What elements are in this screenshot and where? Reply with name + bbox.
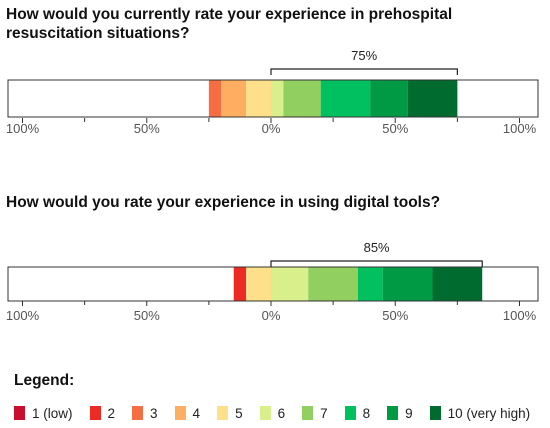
legend-label: 3 <box>150 405 158 421</box>
legend-item: 4 <box>174 405 201 421</box>
chart-1-title: How would you currently rate your experi… <box>6 6 453 42</box>
chart-2-tick-label: 50% <box>134 308 160 323</box>
legend-swatch <box>429 406 441 420</box>
legend-item: 8 <box>344 405 371 421</box>
charts-canvas: 100% 50% 0% 50% 100% 75% 100% 50% 0% 50% 100% 85% <box>6 48 539 323</box>
legend-swatch <box>217 406 229 420</box>
chart-2-title: How would you rate your experience in us… <box>6 194 441 211</box>
legend-label: 1 (low) <box>32 405 73 421</box>
legend-title: Legend: <box>14 372 75 389</box>
legend-label: 6 <box>277 405 286 421</box>
legend-item: 3 <box>132 406 158 421</box>
legend-item: 7 <box>302 406 328 421</box>
chart-2-bracket <box>270 260 483 267</box>
chart-2-segment-10veryhigh <box>432 267 483 301</box>
chart-2-tick-label: 0% <box>262 308 281 323</box>
chart-2-segment-2 <box>233 267 247 301</box>
legend: 1 (low) 2 3 4 5 6 7 8 9 10 (very high) <box>14 403 530 423</box>
legend-label: 5 <box>235 405 243 421</box>
legend-item: 1 (low) <box>14 406 73 421</box>
chart-2-tick-label: 50% <box>382 308 408 323</box>
chart-2-segment-7 <box>308 267 358 301</box>
chart-1-segment-7 <box>283 80 321 117</box>
chart-1-tick-label: 100% <box>6 121 40 136</box>
chart-1-segment-9 <box>370 80 408 117</box>
legend-swatch <box>344 406 356 420</box>
chart-1-segment-4 <box>221 80 247 117</box>
chart-2-tick-label: 100% <box>503 308 537 323</box>
chart-2-segment-6 <box>271 267 309 301</box>
legend-label: 8 <box>362 405 371 421</box>
chart-2-segment-8 <box>357 267 383 301</box>
legend-swatch <box>302 406 314 420</box>
legend-item: 9 <box>387 406 413 421</box>
legend-label: 9 <box>405 405 413 421</box>
chart-2-tick-label: 100% <box>6 308 40 323</box>
chart-1-bracket <box>270 68 458 75</box>
legend-item: 6 <box>259 405 286 421</box>
chart-1-segment-10veryhigh <box>407 80 458 117</box>
legend-swatch <box>132 406 144 420</box>
chart-1-segment-3 <box>208 80 222 117</box>
legend-item: 2 <box>89 405 116 421</box>
chart-1-bracket-label: 75% <box>351 48 377 63</box>
chart-1-segment-5 <box>246 80 271 117</box>
chart-1-segment-6 <box>271 80 284 117</box>
chart-2-segment-5 <box>246 267 271 301</box>
legend-swatch <box>174 406 186 420</box>
legend-label: 7 <box>320 405 328 421</box>
legend-item: 5 <box>217 406 243 421</box>
chart-1-tick-label: 100% <box>503 121 537 136</box>
legend-label: 2 <box>107 405 116 421</box>
legend-item: 10 (very high) <box>429 405 531 421</box>
chart-2-segment-9 <box>382 267 433 301</box>
chart-2-bracket-label: 85% <box>364 240 390 255</box>
legend-swatch <box>259 406 271 420</box>
chart-1-segment-8 <box>320 80 371 117</box>
legend-label: 10 (very high) <box>447 405 531 421</box>
legend-swatch <box>14 406 25 420</box>
chart-1-tick-label: 50% <box>382 121 408 136</box>
chart-1-tick-label: 50% <box>134 121 160 136</box>
legend-swatch <box>89 406 101 420</box>
legend-swatch <box>387 406 399 420</box>
chart-1-tick-label: 0% <box>262 121 281 136</box>
legend-label: 4 <box>192 405 201 421</box>
